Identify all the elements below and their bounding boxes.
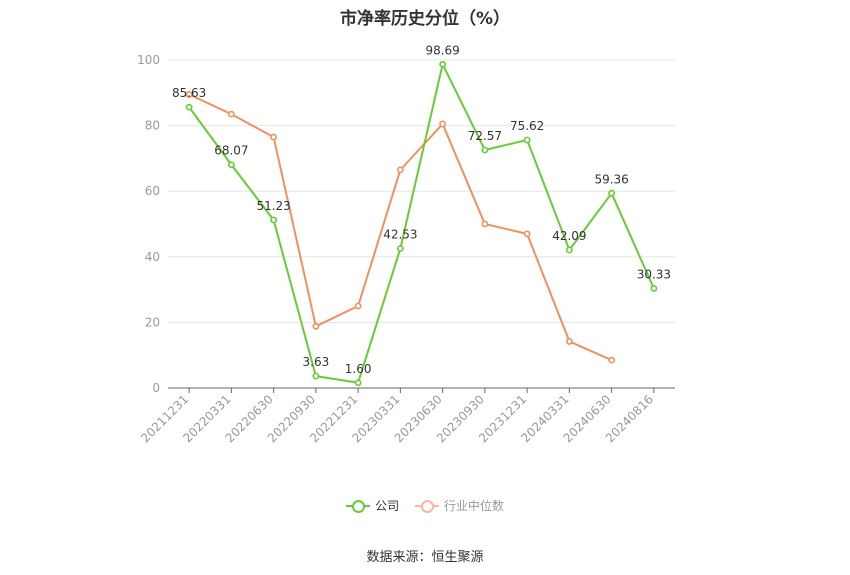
company-point xyxy=(227,161,235,169)
y-tick-label: 80 xyxy=(145,119,160,133)
company-point xyxy=(312,372,320,380)
y-tick-label: 40 xyxy=(145,250,160,264)
data-source: 数据来源：恒生聚源 xyxy=(366,550,484,565)
line-chart: 0204060801002021123120220331202206302022… xyxy=(137,43,675,445)
industry-median-point xyxy=(481,220,489,228)
company-data-label: 75.62 xyxy=(510,119,544,133)
series-lines xyxy=(185,60,658,387)
company-point xyxy=(481,146,489,154)
industry-median-point xyxy=(396,166,404,174)
company-point xyxy=(396,245,404,252)
legend-company-label: 公司 xyxy=(375,499,400,513)
legend-item-industry-median[interactable]: 行业中位数 xyxy=(414,497,504,514)
industry-median-point xyxy=(608,356,616,364)
company-series-line xyxy=(188,63,655,384)
company-point xyxy=(185,103,193,111)
industry-median-point xyxy=(312,322,320,330)
legend: 公司 行业中位数 xyxy=(0,497,850,516)
company-data-label: 42.09 xyxy=(552,229,586,243)
industry-median-point xyxy=(565,338,573,345)
company-data-label: 59.36 xyxy=(594,172,628,186)
company-point xyxy=(650,285,658,292)
industry-median-point xyxy=(523,230,531,238)
industry-median-point xyxy=(185,91,193,98)
company-data-label: 42.53 xyxy=(383,228,417,242)
legend-company-marker xyxy=(346,499,371,513)
industry-median-point xyxy=(270,133,278,141)
company-data-label: 72.57 xyxy=(468,129,502,143)
company-data-label: 98.69 xyxy=(425,43,459,57)
legend-industry-label: 行业中位数 xyxy=(443,499,504,513)
grid-lines xyxy=(168,59,675,323)
y-tick-label: 100 xyxy=(137,53,160,67)
company-data-label: 51.23 xyxy=(256,199,290,213)
industry-median-point xyxy=(227,110,235,118)
company-data-label: 30.33 xyxy=(637,268,671,282)
company-point xyxy=(523,136,531,144)
company-data-label: 1.60 xyxy=(345,362,372,376)
data-labels: 85.63 68.07 51.23 3.63 1.60 42.53 98.69 72.57 75… xyxy=(172,43,671,375)
company-data-label: 68.07 xyxy=(214,144,248,158)
company-data-label: 3.63 xyxy=(303,355,330,369)
company-point xyxy=(565,246,573,254)
legend-item-company[interactable]: 公司 xyxy=(346,497,399,514)
axes: 0204060801002021123120220331202206302022… xyxy=(137,53,675,445)
chart-title: 市净率历史分位（%） xyxy=(339,9,511,29)
y-tick-label: 20 xyxy=(145,315,160,329)
industry-median-point xyxy=(439,120,447,128)
company-point xyxy=(270,216,278,224)
company-point xyxy=(439,60,447,68)
y-tick-label: 60 xyxy=(145,184,160,198)
company-point xyxy=(354,379,362,387)
company-point xyxy=(608,189,616,197)
industry-median-point xyxy=(354,302,362,310)
legend-industry-marker xyxy=(414,499,439,513)
company-data-label: 85.63 xyxy=(172,86,206,100)
y-tick-label: 0 xyxy=(152,381,160,395)
